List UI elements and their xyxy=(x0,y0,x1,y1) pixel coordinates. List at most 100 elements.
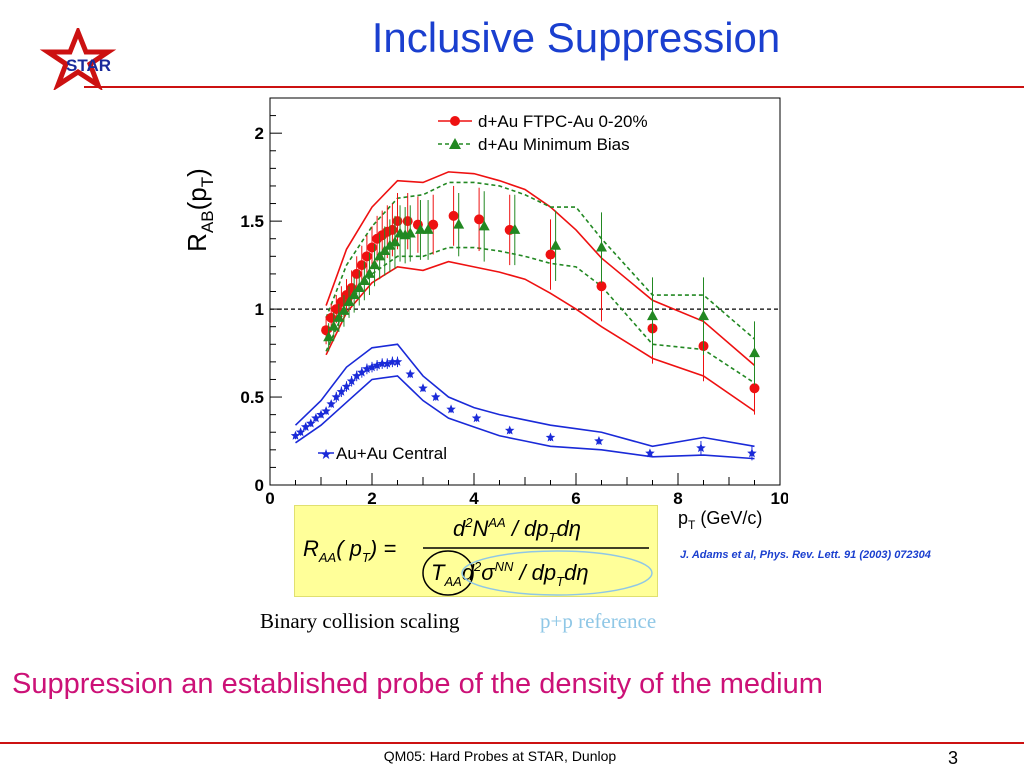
data-point-auau-central xyxy=(351,370,362,380)
x-axis-label: pT (GeV/c) xyxy=(678,508,762,532)
data-point-dau-central xyxy=(392,216,403,227)
data-point-auau-central xyxy=(341,381,352,391)
data-point-auau-central xyxy=(311,413,321,423)
x-tick-label: 2 xyxy=(367,489,376,508)
legend-label-dau-minbias: d+Au Minimum Bias xyxy=(478,135,630,154)
data-point-dau-minbias xyxy=(369,259,381,270)
data-point-dau-minbias xyxy=(422,223,434,234)
legend-marker-dau-minbias xyxy=(449,138,461,149)
legend-auau: ★ Au+Au Central xyxy=(318,444,447,463)
main-statement: Suppression an established probe of the … xyxy=(12,668,823,700)
x-tick-label: 4 xyxy=(469,489,479,508)
data-point-auau-central xyxy=(290,430,301,440)
band-lower-2 xyxy=(295,375,755,460)
data-point-dau-central xyxy=(387,224,398,235)
data-point-auau-central xyxy=(306,418,316,428)
raa-formula: RAA( pT) = d2NAA / dpTdη TAAd2σNN / dpTd… xyxy=(294,505,658,597)
data-point-auau-central xyxy=(471,413,482,423)
data-point-auau-central xyxy=(387,356,398,366)
data-point-dau-minbias xyxy=(749,347,760,358)
data-point-auau-central xyxy=(430,392,441,402)
data-point-dau-minbias xyxy=(478,220,490,231)
data-point-auau-central xyxy=(362,363,372,373)
page-number: 3 xyxy=(948,748,959,768)
data-point-auau-central xyxy=(504,425,515,435)
data-point-auau-central xyxy=(645,448,655,458)
y-tick-label: 1 xyxy=(255,300,264,319)
data-point-auau-central xyxy=(446,404,456,414)
formula-denominator: TAAd2σNN / dpTdη xyxy=(431,559,589,589)
data-point-auau-central xyxy=(377,358,387,368)
data-point-dau-minbias xyxy=(698,310,709,321)
data-point-dau-minbias xyxy=(647,310,658,321)
data-point-auau-central xyxy=(316,409,326,419)
x-tick-label: 10 xyxy=(771,489,788,508)
legend-marker-dau-central xyxy=(450,116,460,126)
data-point-auau-central xyxy=(696,443,706,453)
data-point-dau-minbias xyxy=(374,250,386,261)
data-point-dau-minbias xyxy=(596,241,607,252)
data-point-auau-central xyxy=(336,386,347,396)
data-point-auau-central xyxy=(372,360,382,370)
data-point-auau-central xyxy=(545,432,556,442)
y-axis-label: RAB(pT) xyxy=(182,168,217,252)
legend: d+Au FTPC-Au 0-20% d+Au Minimum Bias xyxy=(438,112,648,154)
x-tick-label: 8 xyxy=(673,489,682,508)
band-upper-1 xyxy=(325,181,756,340)
data-point-auau-central xyxy=(367,362,377,372)
data-point-dau-minbias xyxy=(404,227,416,238)
data-point-auau-central xyxy=(300,421,311,431)
data-point-dau-central xyxy=(545,249,556,260)
data-point-dau-minbias xyxy=(333,311,345,322)
data-point-dau-minbias xyxy=(343,296,355,307)
data-point-dau-minbias xyxy=(323,331,335,342)
data-point-dau-minbias xyxy=(550,239,562,250)
data-point-dau-minbias xyxy=(379,245,391,256)
data-point-dau-central xyxy=(749,383,760,394)
data-point-auau-central xyxy=(331,392,342,402)
data-point-auau-central xyxy=(418,383,428,393)
legend-marker-auau-central: ★ xyxy=(320,446,333,462)
band-upper-2 xyxy=(294,343,755,448)
legend-label-dau-central: d+Au FTPC-Au 0-20% xyxy=(478,112,648,131)
band-lower-1 xyxy=(325,246,755,384)
data-point-dau-minbias xyxy=(453,218,465,229)
data-point-auau-central xyxy=(326,399,336,409)
data-point-auau-central xyxy=(405,369,416,379)
data-point-dau-central xyxy=(596,281,607,292)
data-point-dau-central xyxy=(402,216,413,227)
pp-reference-ellipse xyxy=(461,550,653,596)
data-point-dau-minbias xyxy=(328,320,340,331)
data-point-dau-minbias xyxy=(358,274,370,285)
data-point-auau-central xyxy=(346,376,357,386)
uncertainty-bands xyxy=(294,171,756,460)
footer-divider xyxy=(0,742,1024,744)
raa-chart: 0 2 4 6 8 10 0 0.5 1 1.5 2 RAB(pT) pT (GeV/c) d+Au… xyxy=(182,97,788,532)
footer-text: QM05: Hard Probes at STAR, Dunlop xyxy=(383,748,617,764)
formula-lhs: RAA( pT) = xyxy=(303,536,396,565)
data-point-dau-central xyxy=(448,210,459,221)
formula-numerator: d2NAA / dpTdη xyxy=(453,515,581,545)
band-upper-0 xyxy=(325,171,756,366)
axes: 0 2 4 6 8 10 0 0.5 1 1.5 2 xyxy=(240,97,788,508)
data-point-dau-central xyxy=(361,251,372,262)
band-lower-0 xyxy=(325,260,755,412)
data-point-dau-minbias xyxy=(363,267,375,278)
star-logo-icon xyxy=(39,28,117,90)
data-point-auau-central xyxy=(382,358,393,368)
data-point-dau-central xyxy=(428,219,439,230)
header-divider xyxy=(84,86,1024,88)
legend-label-auau-central: Au+Au Central xyxy=(336,444,447,463)
slide-title: Inclusive Suppression xyxy=(371,14,781,61)
y-tick-label: 2 xyxy=(255,124,264,143)
data-point-dau-minbias xyxy=(338,304,350,315)
taa-circle xyxy=(422,550,474,596)
data-point-dau-minbias xyxy=(353,281,365,292)
data-point-dau-minbias xyxy=(389,236,401,247)
data-point-auau-central xyxy=(357,367,367,377)
data-point-auau-central xyxy=(594,436,604,446)
pp-reference-label: p+p reference xyxy=(540,609,657,633)
binary-collision-label: Binary collision scaling xyxy=(260,609,460,633)
data-point-dau-minbias xyxy=(384,239,396,250)
data-points xyxy=(290,185,760,461)
